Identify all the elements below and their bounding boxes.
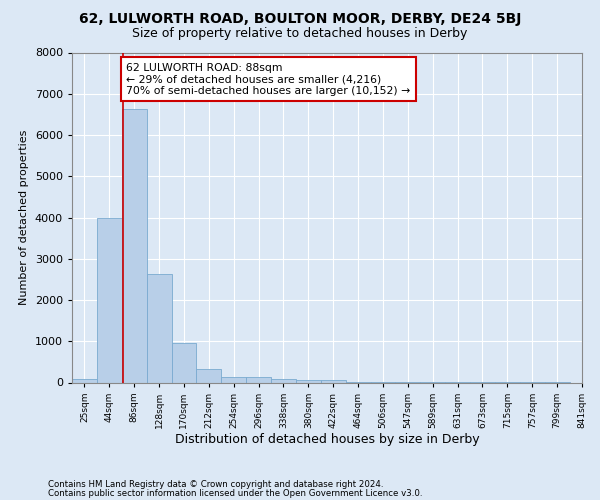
Text: 62 LULWORTH ROAD: 88sqm
← 29% of detached houses are smaller (4,216)
70% of semi: 62 LULWORTH ROAD: 88sqm ← 29% of detache…	[126, 63, 410, 96]
Bar	[321, 380, 346, 382]
Bar	[122, 110, 146, 382]
Bar	[172, 343, 196, 382]
Bar	[221, 376, 246, 382]
X-axis label: Distribution of detached houses by size in Derby: Distribution of detached houses by size …	[175, 434, 479, 446]
Bar	[246, 378, 271, 382]
Text: 62, LULWORTH ROAD, BOULTON MOOR, DERBY, DE24 5BJ: 62, LULWORTH ROAD, BOULTON MOOR, DERBY, …	[79, 12, 521, 26]
Bar	[146, 274, 172, 382]
Text: Size of property relative to detached houses in Derby: Size of property relative to detached ho…	[133, 28, 467, 40]
Bar	[196, 369, 221, 382]
Bar	[296, 380, 321, 382]
Bar	[72, 379, 97, 382]
Text: Contains public sector information licensed under the Open Government Licence v3: Contains public sector information licen…	[48, 490, 422, 498]
Y-axis label: Number of detached properties: Number of detached properties	[19, 130, 29, 305]
Text: Contains HM Land Registry data © Crown copyright and database right 2024.: Contains HM Land Registry data © Crown c…	[48, 480, 383, 489]
Bar	[271, 379, 296, 382]
Bar	[97, 218, 122, 382]
